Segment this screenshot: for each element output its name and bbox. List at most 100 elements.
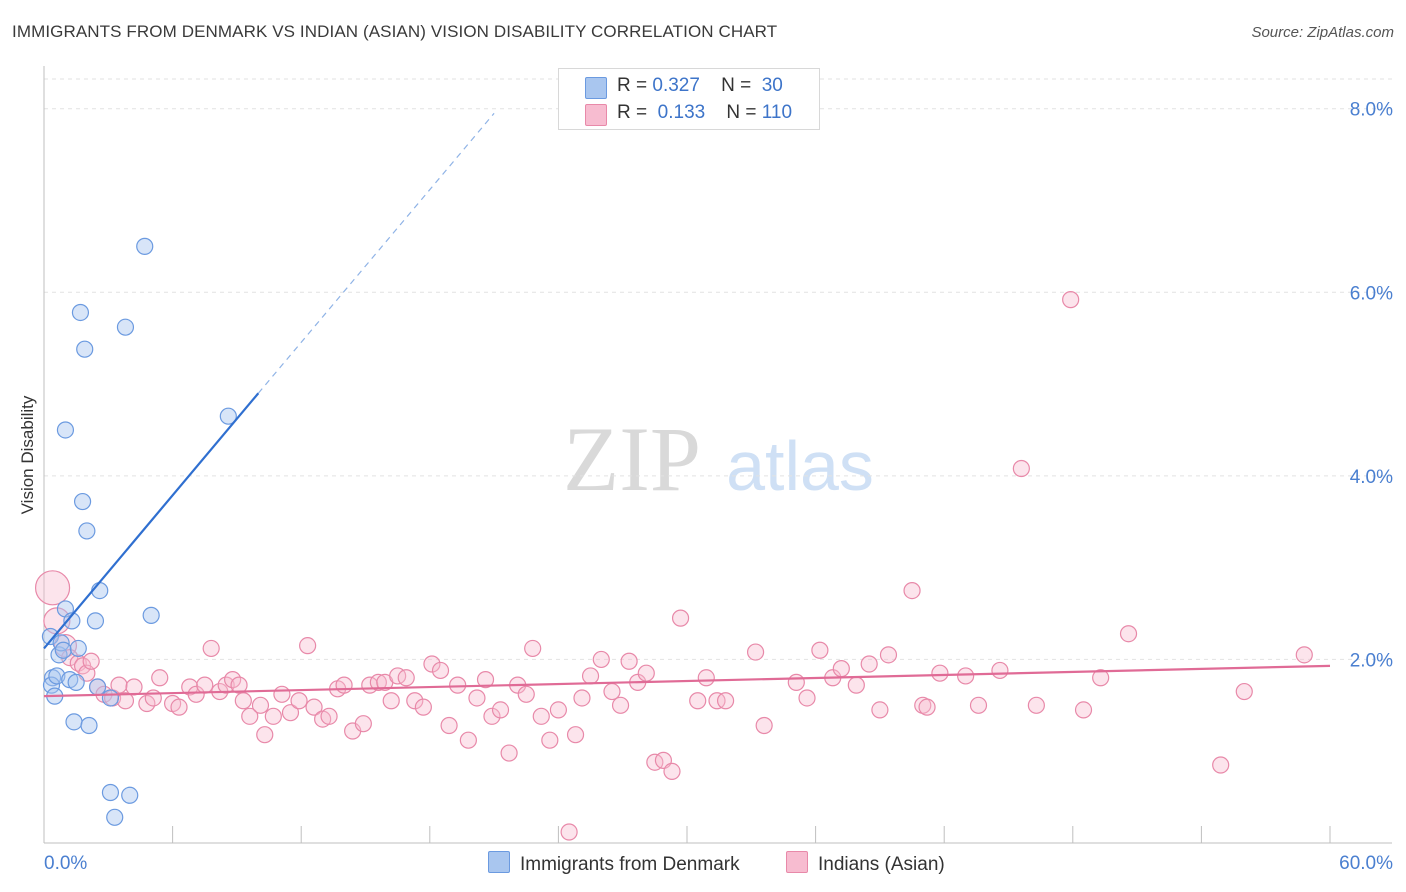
trend-lines (43, 112, 1331, 698)
point-denmark (76, 340, 94, 358)
point-indians (1119, 625, 1138, 643)
point-indians (335, 676, 353, 694)
tick-labels: 2.0% 4.0% 6.0% 8.0% 0.0% 60.0% (44, 100, 1393, 874)
point-indians (281, 704, 300, 722)
point-denmark (101, 783, 120, 802)
point-denmark (41, 627, 60, 646)
point-indians (860, 655, 878, 673)
point-indians (549, 701, 568, 719)
point-denmark (54, 641, 72, 659)
point-indians (871, 701, 889, 719)
point-indians (637, 664, 655, 682)
bottom-legend-swatch-denmark (488, 851, 510, 873)
point-indians (170, 698, 188, 716)
point-denmark (78, 522, 96, 540)
point-denmark (80, 716, 98, 735)
point-denmark (69, 639, 87, 658)
point-indians (82, 652, 100, 670)
point-indians (34, 570, 71, 606)
point-indians (573, 689, 591, 707)
point-indians (305, 698, 323, 716)
point-denmark (71, 303, 90, 322)
point-indians (811, 641, 829, 659)
legend-r-label: R = (617, 75, 648, 96)
gridlines (44, 78, 1392, 660)
point-indians (592, 650, 610, 669)
point-indians (125, 678, 143, 696)
point-denmark (67, 673, 85, 691)
point-indians (560, 823, 578, 841)
point-indians (847, 676, 865, 694)
point-indians (620, 652, 638, 670)
source-label: Source: ZipAtlas.com (1251, 24, 1394, 41)
point-denmark (136, 237, 154, 255)
point-indians (532, 707, 550, 725)
point-indians (903, 581, 921, 600)
point-indians (187, 685, 205, 703)
point-indians (449, 676, 467, 694)
point-indians (1074, 701, 1093, 719)
point-indians (918, 698, 936, 716)
point-indians (234, 692, 252, 710)
legend-n-value-denmark: 30 (761, 75, 783, 96)
point-indians (196, 676, 214, 694)
y-axis-label: Vision Disability (18, 395, 37, 515)
point-indians (251, 696, 270, 714)
bottom-legend-denmark: Immigrants from Denmark (488, 851, 740, 876)
point-indians (264, 707, 282, 725)
point-indians (202, 639, 220, 658)
point-indians (541, 731, 559, 749)
point-denmark (101, 689, 120, 707)
point-indians (755, 716, 773, 735)
y-tick-label: 2.0% (1350, 650, 1393, 671)
point-denmark (42, 676, 61, 694)
point-denmark (106, 808, 124, 826)
point-indians (476, 671, 495, 689)
bottom-legend-indians: Indians (Asian) (786, 851, 945, 876)
x-tick-label: 60.0% (1339, 853, 1393, 874)
point-indians (290, 692, 308, 710)
point-denmark (88, 678, 107, 696)
point-indians (369, 673, 387, 691)
watermark-zip: ZIP (563, 408, 701, 510)
point-indians (697, 669, 715, 687)
point-indians (957, 667, 975, 685)
point-indians (423, 655, 441, 673)
point-indians (517, 685, 535, 703)
point-indians (299, 637, 317, 655)
point-denmark (142, 606, 160, 624)
point-indians (414, 698, 432, 716)
point-denmark (86, 612, 105, 630)
legend-n-value-indians: 110 (761, 102, 793, 123)
point-indians (716, 692, 735, 710)
legend-r-value-denmark: 0.327 (652, 75, 700, 96)
point-indians (397, 669, 415, 687)
point-indians (566, 726, 585, 744)
point-indians (1092, 669, 1110, 687)
data-points (34, 237, 1313, 841)
point-indians (241, 707, 259, 725)
y-tick-label: 4.0% (1350, 467, 1393, 488)
y-tick-label: 6.0% (1350, 283, 1393, 304)
bottom-legend-label-indians: Indians (Asian) (818, 854, 945, 875)
point-indians (273, 685, 291, 703)
point-indians (1235, 682, 1253, 701)
legend-n-label: N = (721, 75, 752, 96)
point-indians (991, 661, 1009, 680)
point-indians (611, 696, 630, 714)
trend-line-denmark-extension (257, 112, 495, 394)
legend-r-label: R = (617, 102, 648, 123)
point-indians (1062, 291, 1080, 309)
y-tick-label: 8.0% (1350, 100, 1393, 121)
legend-swatch-denmark (585, 77, 607, 99)
point-denmark (65, 713, 83, 731)
point-indians (689, 692, 707, 710)
point-indians (320, 707, 338, 725)
point-indians (969, 696, 988, 714)
point-indians (931, 664, 949, 682)
point-indians (230, 676, 248, 694)
point-denmark (91, 581, 109, 600)
point-indians (440, 716, 458, 735)
point-indians (746, 643, 765, 661)
